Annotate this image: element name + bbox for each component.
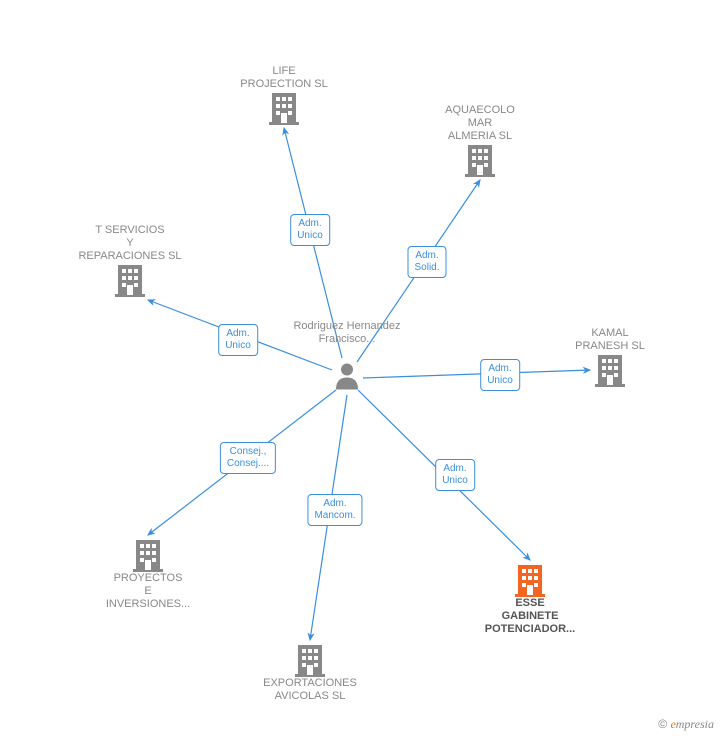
company-label: KAMAL PRANESH SL [550, 327, 670, 353]
company-node-tserv[interactable]: T SERVICIOS Y REPARACIONES SL [70, 224, 190, 297]
person-icon [334, 362, 360, 395]
edge-label: Adm. Unico [218, 324, 258, 356]
edge-label: Adm. Unico [290, 214, 330, 246]
diagram-canvas: LIFE PROJECTION SL AQUAECOLO MAR ALMERIA… [0, 0, 728, 740]
company-label: ESSE GABINETE POTENCIADOR... [470, 597, 590, 636]
company-label: T SERVICIOS Y REPARACIONES SL [70, 224, 190, 263]
company-node-esse[interactable]: ESSE GABINETE POTENCIADOR... [470, 563, 590, 636]
brand-rest: mpresia [676, 717, 714, 731]
edge-label: Adm. Unico [480, 359, 520, 391]
center-person-label: Rodriguez Hernandez Francisco... [287, 320, 407, 346]
company-label: EXPORTACIONES AVICOLAS SL [250, 677, 370, 703]
edge-label: Adm. Mancom. [307, 494, 362, 526]
copyright: © empresia [658, 717, 714, 732]
company-node-kamal[interactable]: KAMAL PRANESH SL [550, 327, 670, 387]
company-node-life[interactable]: LIFE PROJECTION SL [224, 65, 344, 125]
edge-label: Consej., Consej.... [220, 442, 276, 474]
company-label: PROYECTOS E INVERSIONES... [88, 572, 208, 611]
edge-label: Adm. Unico [435, 459, 475, 491]
edge-label: Adm. Solid. [407, 246, 446, 278]
company-label: AQUAECOLO MAR ALMERIA SL [420, 104, 540, 143]
company-node-proyectos[interactable]: PROYECTOS E INVERSIONES... [88, 538, 208, 611]
company-node-export[interactable]: EXPORTACIONES AVICOLAS SL [250, 643, 370, 703]
copyright-symbol: © [658, 717, 667, 731]
company-label: LIFE PROJECTION SL [224, 65, 344, 91]
company-node-aqua[interactable]: AQUAECOLO MAR ALMERIA SL [420, 104, 540, 177]
